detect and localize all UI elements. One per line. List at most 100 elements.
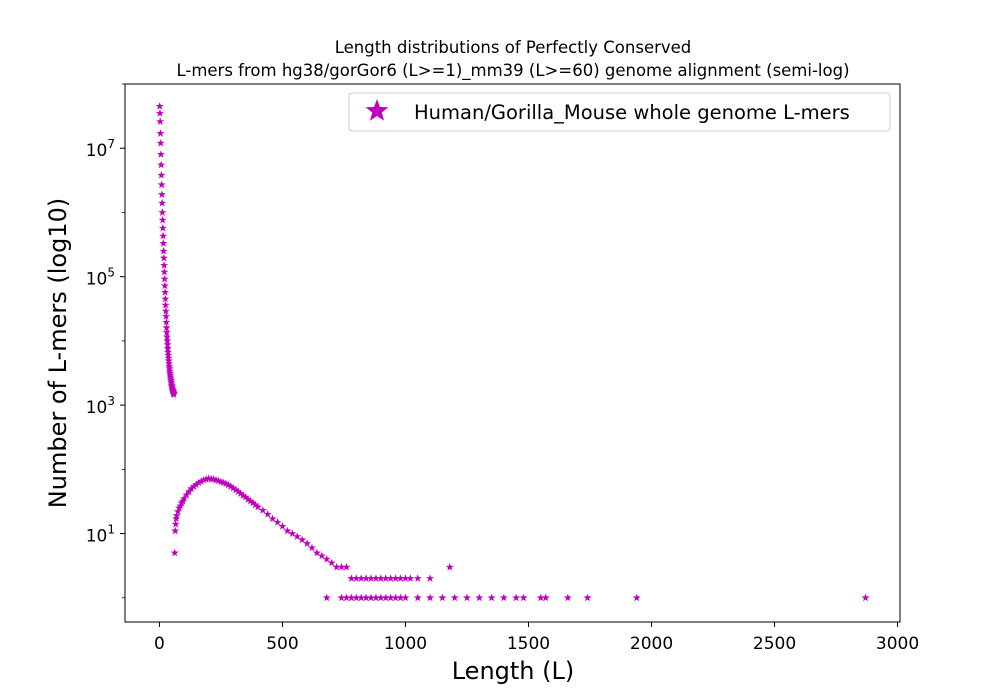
x-tick-label: 500 [266,634,298,654]
data-point [171,526,180,535]
data-point [163,336,172,345]
data-point [307,543,316,552]
data-point [156,129,165,137]
x-tick-label: 2500 [753,634,796,654]
data-point [861,593,870,602]
data-point [337,562,346,571]
data-point [438,593,447,602]
data-point [273,518,282,526]
data-point [159,253,168,262]
data-point [239,491,248,500]
data-point [371,593,380,602]
data-point [332,562,341,571]
data-point [155,109,164,117]
legend: Human/Gorilla_Mouse whole genome L-mers [348,92,891,132]
data-point [342,593,351,602]
data-point [426,574,435,582]
data-point [202,475,211,483]
data-point [475,593,484,602]
data-point [194,478,203,487]
data-point [156,117,165,125]
data-point [381,574,390,582]
data-point [163,340,172,349]
data-point [159,246,168,255]
data-point [161,288,170,296]
data-point [248,498,257,507]
data-point [162,323,171,332]
data-point [171,519,180,528]
data-point [229,483,238,492]
data-point [162,328,171,336]
data-point [157,190,166,198]
data-point [371,574,380,582]
data-point [347,593,356,602]
y-tick-label: 107 [86,137,115,161]
legend-box [348,92,891,132]
data-point [158,208,167,216]
data-point [563,593,572,602]
data-point [156,150,165,158]
data-point [367,574,376,582]
data-point [450,593,459,602]
data-point [583,593,592,602]
data-point [158,215,167,224]
data-point [337,593,346,602]
data-point [536,593,545,602]
data-point [172,514,181,523]
data-point [180,494,189,503]
data-point [541,593,550,602]
data-point [258,506,267,514]
data-point [157,160,166,169]
data-point [226,482,235,490]
data-point [170,548,179,557]
y-tick-label: 105 [86,266,115,290]
x-tick-label: 1000 [384,634,427,654]
data-point [197,477,206,485]
data-point [160,261,169,269]
data-point [396,593,405,602]
data-point [376,574,385,582]
data-point [317,551,326,560]
data-point [357,574,366,582]
data-point [155,102,164,110]
data-point [347,574,356,582]
y-tick-label: 101 [86,523,115,547]
data-point [160,281,169,290]
data-point [401,574,410,582]
data-point [352,593,361,602]
data-point [413,574,422,582]
data-point [362,593,371,602]
data-point [386,593,395,602]
legend-label: Human/Gorilla_Mouse whole genome L-mers [414,101,850,124]
x-axis-ticks: 0 500 1000 1500 2000 2500 3000 [154,622,919,654]
data-point [298,535,307,544]
data-point [158,198,167,207]
data-point [241,492,250,501]
data-point [189,482,198,490]
data-point [303,539,312,547]
data-point [246,496,255,505]
y-axis-label: Number of L-mers (log10) [44,198,72,508]
y-axis-ticks: 101 103 105 107 [86,83,125,599]
legend-star-marker [365,99,389,121]
data-point [162,318,171,326]
data-point [413,593,422,602]
data-point [322,554,331,563]
data-point [391,593,400,602]
plot-area-frame [124,83,901,623]
data-point [192,480,201,488]
legend-marker [365,99,389,121]
data-point [184,487,193,496]
x-tick-label: 1500 [507,634,550,654]
data-point [157,180,166,189]
data-point [159,239,168,247]
data-point [199,475,208,484]
data-point [391,574,400,582]
data-point [312,548,321,557]
data-point [327,558,336,567]
data-point [357,593,366,602]
x-tick-label: 0 [154,634,165,654]
data-point [445,562,454,571]
data-point [251,500,260,509]
